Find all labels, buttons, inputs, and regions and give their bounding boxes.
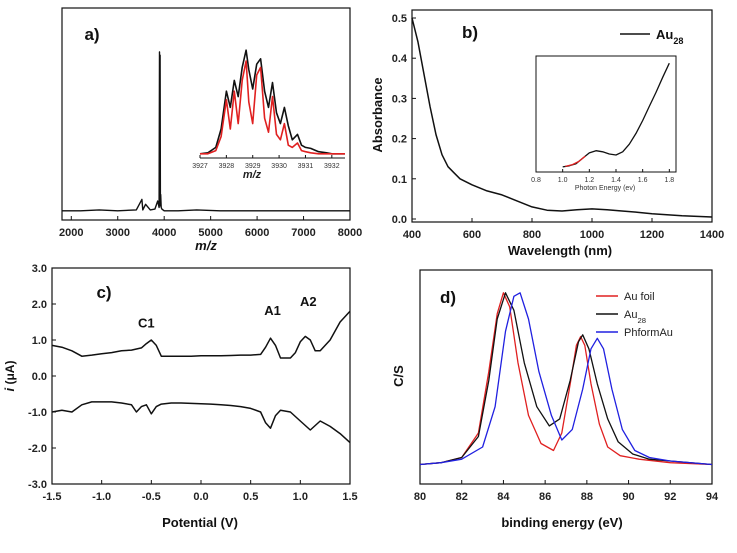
x-tick-label: 1.0 <box>558 177 568 184</box>
x-tick-label: -1.0 <box>92 491 111 503</box>
x-tick-label: 5000 <box>198 227 222 239</box>
x-tick-label: -1.5 <box>43 491 62 503</box>
panel-d: 80 82 84 86 88 90 92 94 binding energy (eV) C/S d)… <box>391 269 719 530</box>
x-tick-label: 3929 <box>245 163 261 170</box>
x-tick-label: 1.8 <box>664 177 674 184</box>
x-tick-label: 2000 <box>59 227 83 239</box>
series-line-mass-spectrum <box>62 51 350 212</box>
y-tick-label: 3.0 <box>32 263 47 275</box>
x-tick-label: 1000 <box>580 229 604 241</box>
x-tick-label: 84 <box>497 491 510 503</box>
plot-frame <box>419 269 713 485</box>
y-tick-label: 0.5 <box>392 13 407 25</box>
series-line-experimental <box>199 49 345 155</box>
legend-label: Au foil <box>624 291 655 303</box>
x-tick-label: 92 <box>664 491 676 503</box>
y-axis-label: C/S <box>391 365 406 387</box>
x-tick-label: 6000 <box>245 227 269 239</box>
panel-label: d) <box>440 288 456 307</box>
series-line-au-foil <box>419 292 713 466</box>
x-tick-label: 90 <box>622 491 634 503</box>
x-axis-label: Potential (V) <box>162 515 238 530</box>
x-tick-label: 3930 <box>271 163 287 170</box>
y-tick-label: -2.0 <box>28 443 47 455</box>
series-line-upper <box>51 310 351 359</box>
x-tick-label: 3932 <box>324 163 340 170</box>
x-tick-label: 1.5 <box>342 491 357 503</box>
legend-label: Au28 <box>656 27 683 46</box>
y-tick-label: 2.0 <box>32 299 47 311</box>
y-tick-label: 1.0 <box>32 335 47 347</box>
inset-x-axis-label: Photon Energy (ev) <box>575 185 635 192</box>
series-line-highlight <box>565 155 586 168</box>
x-tick-label: 1.0 <box>293 491 308 503</box>
x-tick-label: 8000 <box>338 227 362 239</box>
x-tick-label: 3000 <box>105 227 129 239</box>
peak-label-c1: C1 <box>138 315 155 330</box>
x-tick-label: 4000 <box>152 227 176 239</box>
x-tick-label: -0.5 <box>142 491 161 503</box>
x-tick-label: 7000 <box>291 227 315 239</box>
x-tick-label: 3927 <box>192 163 208 170</box>
x-tick-label: 800 <box>523 229 541 241</box>
series-line-phformau <box>419 292 713 466</box>
x-tick-label: 400 <box>403 229 421 241</box>
series-line-au28 <box>411 17 713 218</box>
y-tick-label: 0.2 <box>392 134 407 146</box>
series-line-simulated <box>200 60 345 155</box>
y-tick-label: 0.3 <box>392 93 407 105</box>
x-tick-label: 1.6 <box>638 177 648 184</box>
x-tick-label: 0.0 <box>193 491 208 503</box>
x-axis-label: m/z <box>195 238 217 253</box>
x-tick-label: 600 <box>463 229 481 241</box>
y-tick-label: 0.0 <box>392 214 407 226</box>
plot-frame <box>61 7 351 221</box>
panel-b: 400 600 800 1000 1200 1400 0.0 0.1 0.2 0.3 0.4 0.5 W… <box>370 9 724 258</box>
x-tick-label: 0.8 <box>531 177 541 184</box>
x-tick-label: 1400 <box>700 229 724 241</box>
x-axis-label: binding energy (eV) <box>501 515 622 530</box>
plot-frame <box>411 9 713 223</box>
x-tick-label: 3931 <box>298 163 314 170</box>
panel-a: 2000 3000 4000 5000 6000 7000 8000 m/z a) 3927 392… <box>59 7 362 253</box>
x-tick-label: 82 <box>456 491 468 503</box>
series-line-au28 <box>419 292 713 466</box>
y-tick-label: -1.0 <box>28 407 47 419</box>
inset-x-axis-label: m/z <box>243 169 262 181</box>
y-tick-label: 0.4 <box>392 53 408 65</box>
x-tick-label: 94 <box>706 491 719 503</box>
x-tick-label: 86 <box>539 491 551 503</box>
series-line-lower <box>51 401 351 444</box>
panel-label: a) <box>84 25 99 44</box>
panel-c: -1.5 -1.0 -0.5 0.0 0.5 1.0 1.5 -3.0 -2.0 -1.0 0.0 1… <box>2 263 358 530</box>
x-tick-label: 1.2 <box>584 177 594 184</box>
legend-label: PhformAu <box>624 327 673 339</box>
panel-label: b) <box>462 23 478 42</box>
y-tick-label: -3.0 <box>28 479 47 491</box>
x-tick-label: 88 <box>581 491 593 503</box>
peak-label-a1: A1 <box>264 303 281 318</box>
y-axis-label: i (μA) <box>2 361 17 392</box>
x-tick-label: 1.4 <box>611 177 621 184</box>
panel-label: c) <box>96 283 111 302</box>
inset-frame <box>535 55 677 173</box>
x-tick-label: 0.5 <box>243 491 258 503</box>
x-axis-label: Wavelength (nm) <box>508 243 612 258</box>
x-tick-label: 80 <box>414 491 426 503</box>
x-tick-label: 1200 <box>640 229 664 241</box>
x-tick-label: 3928 <box>219 163 235 170</box>
peak-label-a2: A2 <box>300 294 317 309</box>
y-tick-label: 0.0 <box>32 371 47 383</box>
y-tick-label: 0.1 <box>392 174 407 186</box>
y-axis-label: Absorbance <box>370 77 385 152</box>
legend-label: Au28 <box>624 309 646 325</box>
